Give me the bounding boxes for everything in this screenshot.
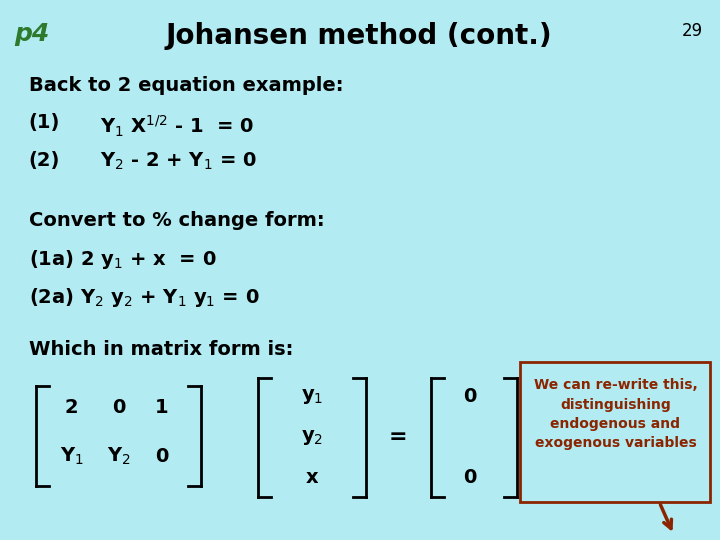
Text: 0: 0	[464, 387, 477, 407]
Text: 0: 0	[464, 468, 477, 488]
Text: =: =	[389, 427, 408, 448]
Text: Which in matrix form is:: Which in matrix form is:	[29, 340, 293, 359]
Text: y$_2$: y$_2$	[301, 428, 323, 447]
Text: We can re-write this,
distinguishing
endogenous and
exogenous variables: We can re-write this, distinguishing end…	[534, 378, 697, 450]
Text: y$_1$: y$_1$	[301, 387, 323, 407]
Text: Convert to % change form:: Convert to % change form:	[29, 211, 324, 229]
Text: (1): (1)	[29, 113, 60, 132]
Text: Y$_2$: Y$_2$	[107, 446, 130, 467]
Text: Back to 2 equation example:: Back to 2 equation example:	[29, 76, 343, 94]
Text: 2: 2	[65, 398, 78, 417]
Text: 29: 29	[682, 22, 703, 39]
Text: 1: 1	[155, 398, 168, 417]
Text: x: x	[306, 468, 318, 488]
Text: Y$_1$: Y$_1$	[60, 446, 84, 467]
FancyBboxPatch shape	[521, 362, 711, 502]
Text: (2a) Y$_2$ y$_2$ + Y$_1$ y$_1$ = 0: (2a) Y$_2$ y$_2$ + Y$_1$ y$_1$ = 0	[29, 286, 259, 309]
Text: Y$_2$ - 2 + Y$_1$ = 0: Y$_2$ - 2 + Y$_1$ = 0	[101, 151, 257, 172]
Text: Johansen method (cont.): Johansen method (cont.)	[166, 22, 552, 50]
Text: p4: p4	[14, 22, 50, 45]
Text: Y$_1$ X$^{1/2}$ - 1  = 0: Y$_1$ X$^{1/2}$ - 1 = 0	[101, 113, 255, 139]
Text: (2): (2)	[29, 151, 60, 170]
Text: (1a) 2 y$_1$ + x  = 0: (1a) 2 y$_1$ + x = 0	[29, 248, 216, 272]
Text: 0: 0	[155, 447, 168, 466]
Text: 0: 0	[112, 398, 125, 417]
